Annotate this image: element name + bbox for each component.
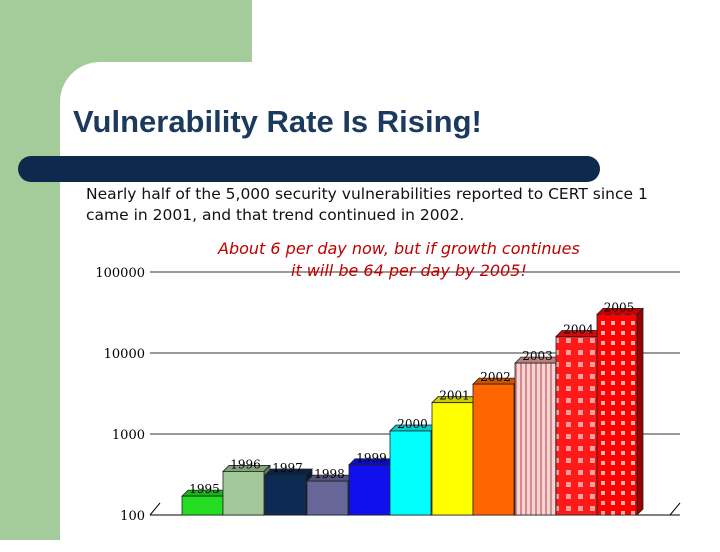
bar-label-1998: 1998 — [314, 467, 345, 481]
bar-label-2005: 2005 — [604, 300, 635, 314]
body-line-2: came in 2001, and that trend continued i… — [86, 206, 465, 224]
bar-1996 — [222, 471, 265, 516]
bar-1995 — [181, 495, 224, 516]
body-line-1: Nearly half of the 5,000 security vulner… — [86, 185, 648, 203]
bar-label-1995: 1995 — [189, 482, 220, 496]
bar-label-1999: 1999 — [356, 451, 387, 465]
slide-title: Vulnerability Rate Is Rising! — [73, 104, 482, 139]
bar-label-2003: 2003 — [522, 349, 553, 363]
title-underline-bar — [18, 156, 600, 182]
bar-2004 — [555, 336, 598, 516]
bar-2002 — [472, 383, 515, 516]
bar-label-1997: 1997 — [272, 461, 303, 475]
bar-2003 — [514, 362, 557, 516]
axis-floor-right — [669, 502, 681, 516]
bar-1998 — [306, 480, 349, 516]
y-tick-label: 100 — [120, 509, 145, 524]
y-tick-label: 1000 — [112, 428, 145, 443]
bar-label-2004: 2004 — [563, 322, 594, 336]
bar-2000 — [389, 430, 432, 516]
bar-2001 — [431, 402, 474, 516]
bar-label-2000: 2000 — [397, 417, 428, 431]
vulnerability-bar-chart: 100000 10000 1000 100 1995 1996 1997 1998 1999 20… — [95, 266, 681, 524]
axis-floor-left — [149, 502, 161, 516]
bar-label-2001: 2001 — [439, 389, 470, 403]
bar-2005 — [596, 313, 638, 516]
bar-label-1996: 1996 — [230, 457, 261, 471]
annotation-line-2: it will be 64 per day by 2005! — [291, 261, 527, 280]
bar-label-2002: 2002 — [480, 370, 511, 384]
slide-body-text: Nearly half of the 5,000 security vulner… — [86, 184, 720, 226]
bar-1997 — [264, 474, 307, 516]
y-tick-label: 100000 — [95, 266, 145, 281]
bar-1999 — [348, 464, 391, 516]
annotation-line-1: About 6 per day now, but if growth conti… — [218, 239, 580, 258]
bar-side-2005 — [636, 307, 644, 516]
y-tick-label: 10000 — [104, 347, 145, 362]
